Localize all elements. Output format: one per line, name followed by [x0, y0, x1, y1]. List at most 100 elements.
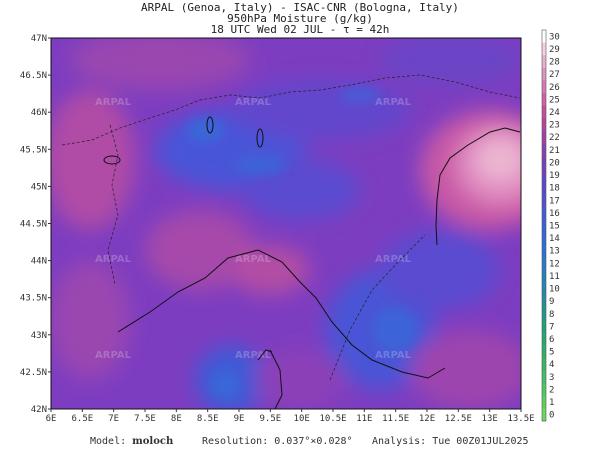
colorbar-label: 8	[549, 310, 554, 320]
colorbar-label: 3	[549, 373, 554, 383]
borders	[61, 74, 521, 381]
lat-tick-label: 46N	[31, 108, 47, 118]
lakes	[103, 116, 264, 165]
colorbar-segment	[542, 231, 546, 245]
colorbar-segment	[542, 206, 546, 220]
colorbar-label: 18	[549, 184, 560, 194]
watermark: ARPAL	[375, 254, 412, 265]
lat-tick-label: 47N	[31, 34, 47, 44]
colorbar-segment	[542, 219, 546, 233]
colorbar-segment	[542, 168, 546, 182]
colorbar-label: 27	[549, 70, 560, 80]
lon-tick-label: 6.5E	[71, 414, 93, 424]
colorbar-label: 20	[549, 158, 560, 168]
colorbar-segment	[542, 193, 546, 207]
header-line-3: 18 UTC Wed 02 JUL - τ = 42h	[210, 23, 390, 36]
colorbar-segment	[542, 143, 546, 157]
longitude-axis: 6E 6.5E 7E 7.5E 8E 8.5E 9E 9.5E 10E 10.5E 11E 11.5E…	[46, 409, 535, 424]
colorbar-segment	[542, 80, 546, 94]
footer-model: Model: moloch	[90, 436, 173, 447]
watermark: ARPAL	[375, 97, 412, 108]
lat-tick-label: 42N	[31, 405, 47, 415]
lon-tick-label: 12.5E	[445, 414, 472, 424]
colorbar-label: 23	[549, 121, 560, 131]
colorbar-segment	[542, 130, 546, 144]
watermark: ARPAL	[235, 254, 272, 265]
colorbar-label: 15	[549, 222, 560, 232]
colorbar-segment	[542, 294, 546, 308]
colorbar-segment	[542, 395, 546, 409]
colorbar-segment	[542, 345, 546, 359]
colorbar-segment	[542, 282, 546, 296]
model-label: Model:	[90, 436, 127, 447]
lat-tick-label: 44N	[31, 257, 47, 267]
colorbar-label: 4	[549, 360, 554, 370]
watermarks: ARPAL ARPAL ARPAL ARPAL ARPAL ARPAL ARPA…	[95, 97, 412, 361]
lon-tick-label: 6E	[46, 414, 57, 424]
colorbar-label: 10	[549, 285, 560, 295]
colorbar-label: 25	[549, 95, 560, 105]
colorbar-segment	[542, 105, 546, 119]
lat-tick-label: 43N	[31, 331, 47, 341]
colorbar-segment	[542, 118, 546, 132]
colorbar-label: 13	[549, 247, 560, 257]
colorbar-label: 0	[549, 411, 554, 421]
colorbar-label: 6	[549, 335, 554, 345]
colorbar-label: 30	[549, 32, 560, 42]
watermark: ARPAL	[235, 350, 272, 361]
colorbar-segment	[542, 383, 546, 397]
colorbar-label: 11	[549, 272, 560, 282]
resolution-value: 0.037°×0.028°	[274, 436, 353, 447]
colorbar-label: 19	[549, 171, 560, 181]
moisture-field: ARPAL ARPAL ARPAL ARPAL ARPAL ARPAL ARPA…	[51, 38, 521, 409]
lon-tick-label: 13E	[482, 414, 498, 424]
colorbar-segment	[542, 42, 546, 56]
coastlines	[117, 127, 521, 409]
analysis-value: Tue 00Z01JUL2025	[432, 436, 529, 447]
colorbar-frame	[541, 29, 547, 422]
lon-tick-label: 7.5E	[134, 414, 156, 424]
footer-analysis: Analysis: Tue 00Z01JUL2025	[372, 436, 529, 447]
watermark: ARPAL	[95, 97, 132, 108]
colorbar-label: 12	[549, 259, 560, 269]
colorbar-label: 22	[549, 133, 560, 143]
colorbar-label: 29	[549, 45, 560, 55]
colorbar-segment	[542, 357, 546, 371]
lon-tick-label: 11E	[356, 414, 372, 424]
header-line-1: ARPAL (Genoa, Italy) - ISAC-CNR (Bologna…	[141, 1, 459, 14]
colorbar-label: 26	[549, 83, 560, 93]
lon-tick-label: 7E	[108, 414, 119, 424]
lon-tick-label: 10.5E	[319, 414, 346, 424]
watermark: ARPAL	[95, 350, 132, 361]
colorbar-label: 21	[549, 146, 560, 156]
lat-tick-label: 42.5N	[20, 368, 47, 378]
lon-tick-label: 8.5E	[197, 414, 219, 424]
colorbar-segment	[542, 156, 546, 170]
model-value: moloch	[132, 436, 174, 447]
lat-tick-label: 43.5N	[20, 294, 47, 304]
lon-tick-label: 9E	[234, 414, 245, 424]
colorbar-label: 9	[549, 297, 554, 307]
colorbar-segment	[542, 30, 546, 44]
watermark: ARPAL	[95, 254, 132, 265]
watermark: ARPAL	[375, 350, 412, 361]
watermark: ARPAL	[235, 97, 272, 108]
colorbar-segment	[542, 55, 546, 69]
analysis-label: Analysis:	[372, 436, 427, 447]
colorbar-segment	[542, 269, 546, 283]
colorbar-label: 16	[549, 209, 560, 219]
colorbar-label: 17	[549, 196, 560, 206]
colorbar-segment	[542, 244, 546, 258]
colorbar-label: 2	[549, 385, 554, 395]
colorbar-segment	[542, 67, 546, 81]
colorbar: 3029282726252423222120191817161514131211…	[541, 29, 560, 422]
colorbar-label: 24	[549, 108, 560, 118]
header-line-2: 950hPa Moisture (g/kg)	[227, 12, 373, 25]
colorbar-segment	[542, 307, 546, 321]
lat-tick-label: 45N	[31, 182, 47, 192]
colorbar-segment	[542, 408, 546, 422]
lon-tick-label: 10E	[294, 414, 310, 424]
colorbar-segment	[542, 181, 546, 195]
resolution-label: Resolution:	[202, 436, 269, 447]
lon-tick-label: 8E	[171, 414, 182, 424]
